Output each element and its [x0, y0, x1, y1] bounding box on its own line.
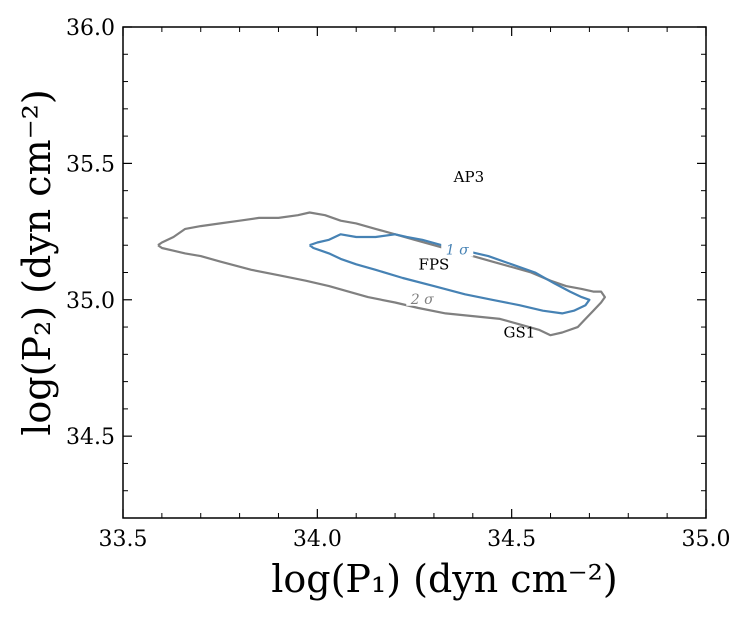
x-tick-label: 34.5: [487, 527, 536, 552]
y-axis-label: log(P₂) (dyn cm⁻²): [15, 89, 59, 436]
y-tick-label: 36.0: [66, 16, 115, 41]
y-tick-label: 35.0: [66, 289, 115, 314]
y-tick-label: 34.5: [66, 425, 115, 450]
x-tick-label: 35.0: [682, 527, 731, 552]
annotation-gs1: GS1: [504, 324, 536, 342]
contour-label-bg: [441, 240, 474, 257]
annotation-fps: FPS: [419, 255, 450, 273]
contour-label: 1 σ: [446, 243, 469, 259]
x-tick-label: 34.0: [293, 527, 342, 552]
x-axis-label: log(P₁) (dyn cm⁻²): [271, 557, 618, 601]
annotation-ap3: AP3: [453, 168, 484, 186]
plot-frame: [122, 26, 707, 519]
x-tick-label: 33.5: [99, 527, 148, 552]
y-tick-label: 35.5: [66, 152, 115, 177]
contour-line-1sigma: [308, 233, 591, 315]
contour-label: 2 σ: [410, 292, 434, 308]
contour-line-2sigma: [157, 211, 606, 337]
contour-label-bg: [406, 289, 439, 306]
